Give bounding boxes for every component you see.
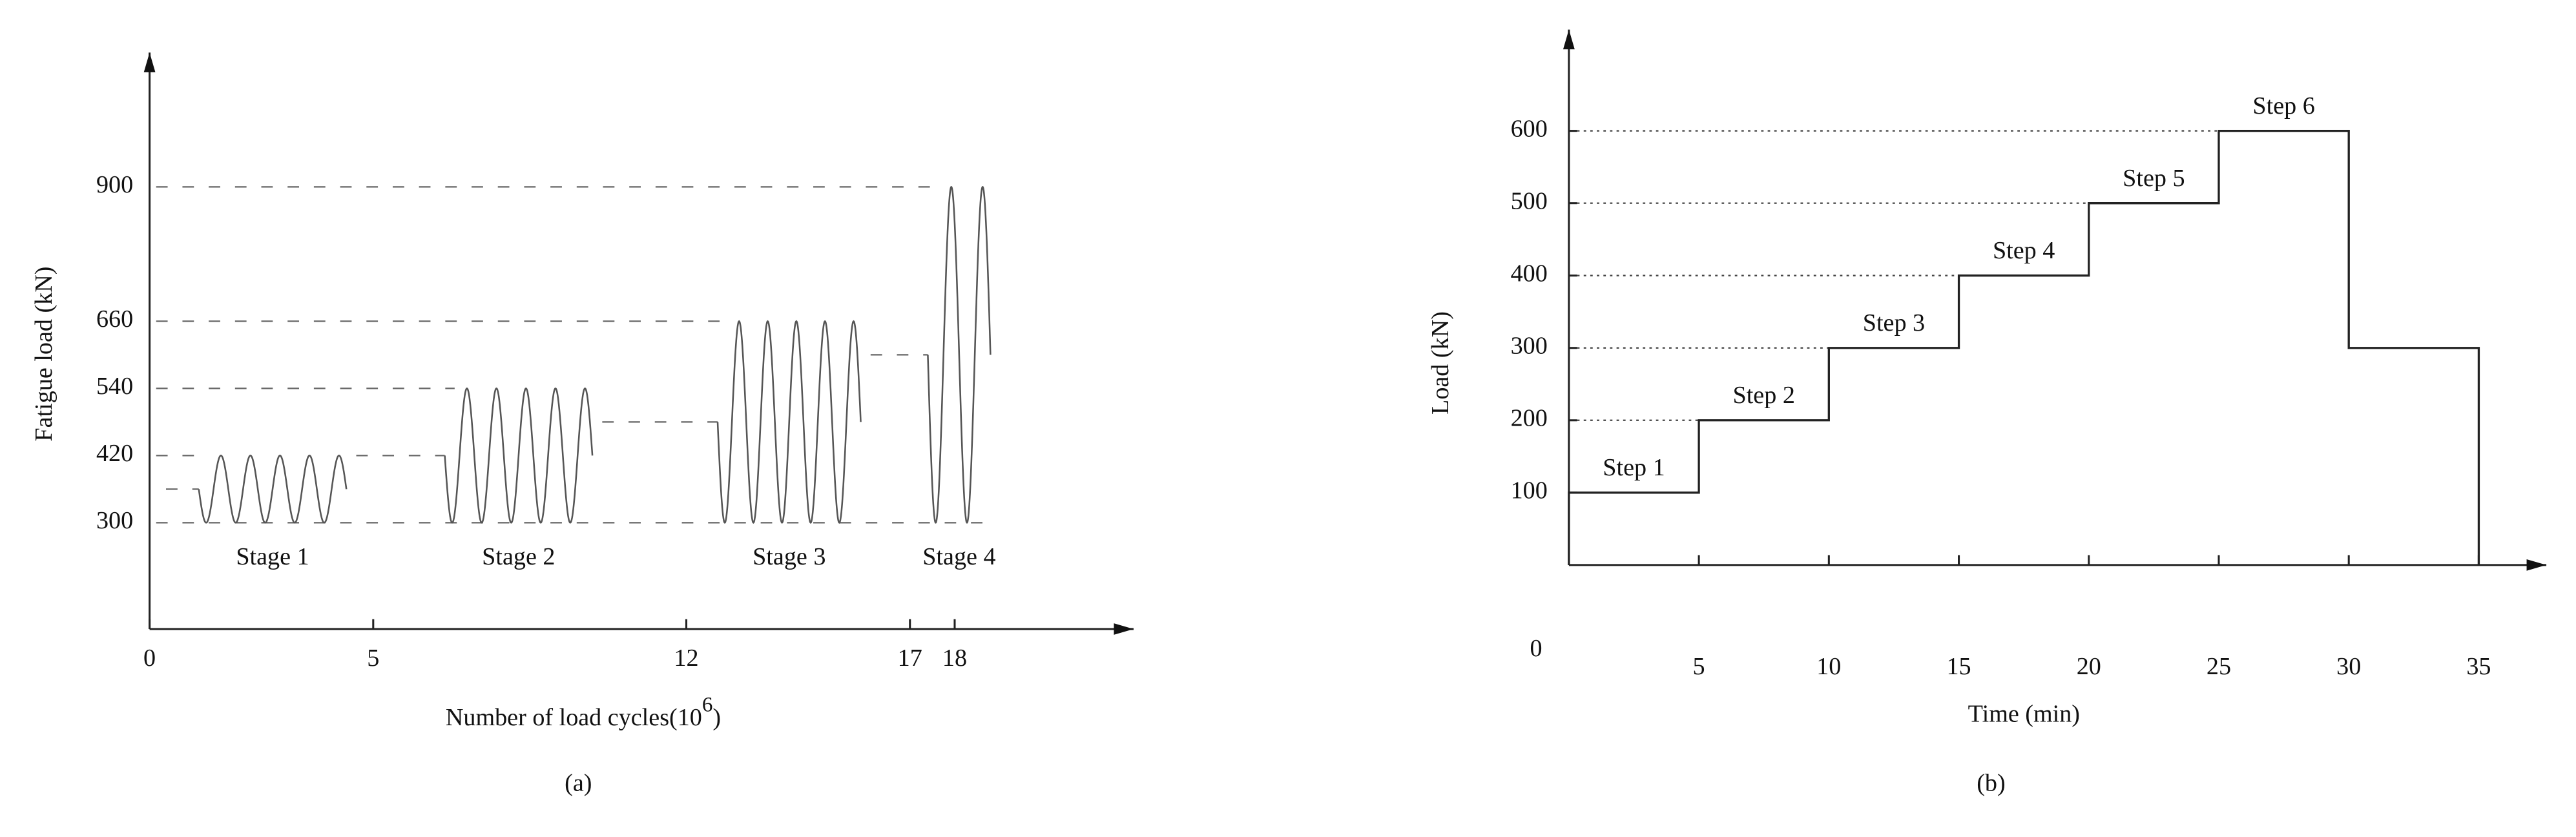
x-tick-label: 35 [2466,653,2491,680]
stage-label: Stage 4 [922,543,995,570]
step-label: Step 6 [2252,92,2314,119]
step-label: Step 2 [1733,382,1795,409]
x-axis-label-part: 6 [702,693,713,716]
x-tick-label: 12 [674,645,698,672]
step-label: Step 4 [1993,237,2055,264]
y-tick-label: 100 [1511,477,1548,504]
chart-b: 100 200 300 400 500 600 0 5 10 15 20 25 30 35 Step 1 St… [1427,29,2547,796]
y-axis-label: Load (kN) [1427,311,1454,415]
axis-arrow [1563,29,1575,50]
x-tick-label: 5 [367,645,379,672]
x-tick-label: 5 [1693,653,1705,680]
x-tick-label: 20 [2077,653,2101,680]
y-tick-label: 200 [1511,405,1548,432]
x-tick-label: 17 [898,645,922,672]
stage-label: Stage 1 [236,543,309,570]
y-tick-label: 600 [1511,115,1548,142]
x-tick-label: 30 [2336,653,2361,680]
x-axis-label-part: Number of load cycles(10 [446,704,702,731]
step-label: Step 5 [2123,165,2185,192]
y-tick-label: 420 [96,440,133,467]
axis-arrow [1114,623,1134,635]
x-axis-label: Number of load cycles(106) [446,693,721,731]
load-wave [716,320,862,524]
stage-label: Stage 2 [482,543,555,570]
x-axis-label-part: ) [712,704,721,731]
x-tick-label: 18 [942,645,967,672]
step-label: Step 3 [1863,309,1925,336]
load-wave [927,185,992,524]
load-wave [444,387,594,524]
y-axis-label: Fatigue load (kN) [30,267,57,442]
chart-a: 300 420 540 660 900 0 5 12 17 18 Stage 1 Stage 2 Sta… [30,52,1134,796]
x-tick-label: 25 [2207,653,2231,680]
panel-caption: (a) [565,769,592,796]
x-tick-label: 0 [143,645,156,672]
y-tick-label: 900 [96,171,133,198]
load-wave [198,455,348,524]
step-label: Step 1 [1603,454,1665,481]
stage-label: Stage 3 [753,543,826,570]
x-tick-label: 10 [1816,653,1841,680]
axis-arrow [143,52,156,72]
y-tick-label: 500 [1511,187,1548,214]
x-axis-label: Time (min) [1968,701,2080,728]
y-tick-label: 660 [96,305,133,333]
panel-caption: (b) [1977,769,2005,796]
y-tick-label: 400 [1511,260,1548,287]
y-tick-label: 540 [96,373,133,400]
x-tick-label: 15 [1946,653,1971,680]
y-tick-label: 300 [1511,332,1548,359]
axis-arrow [2526,559,2547,571]
load-step-line [1568,129,2480,565]
x-tick-label: 0 [1530,635,1542,662]
y-tick-label: 300 [96,507,133,534]
